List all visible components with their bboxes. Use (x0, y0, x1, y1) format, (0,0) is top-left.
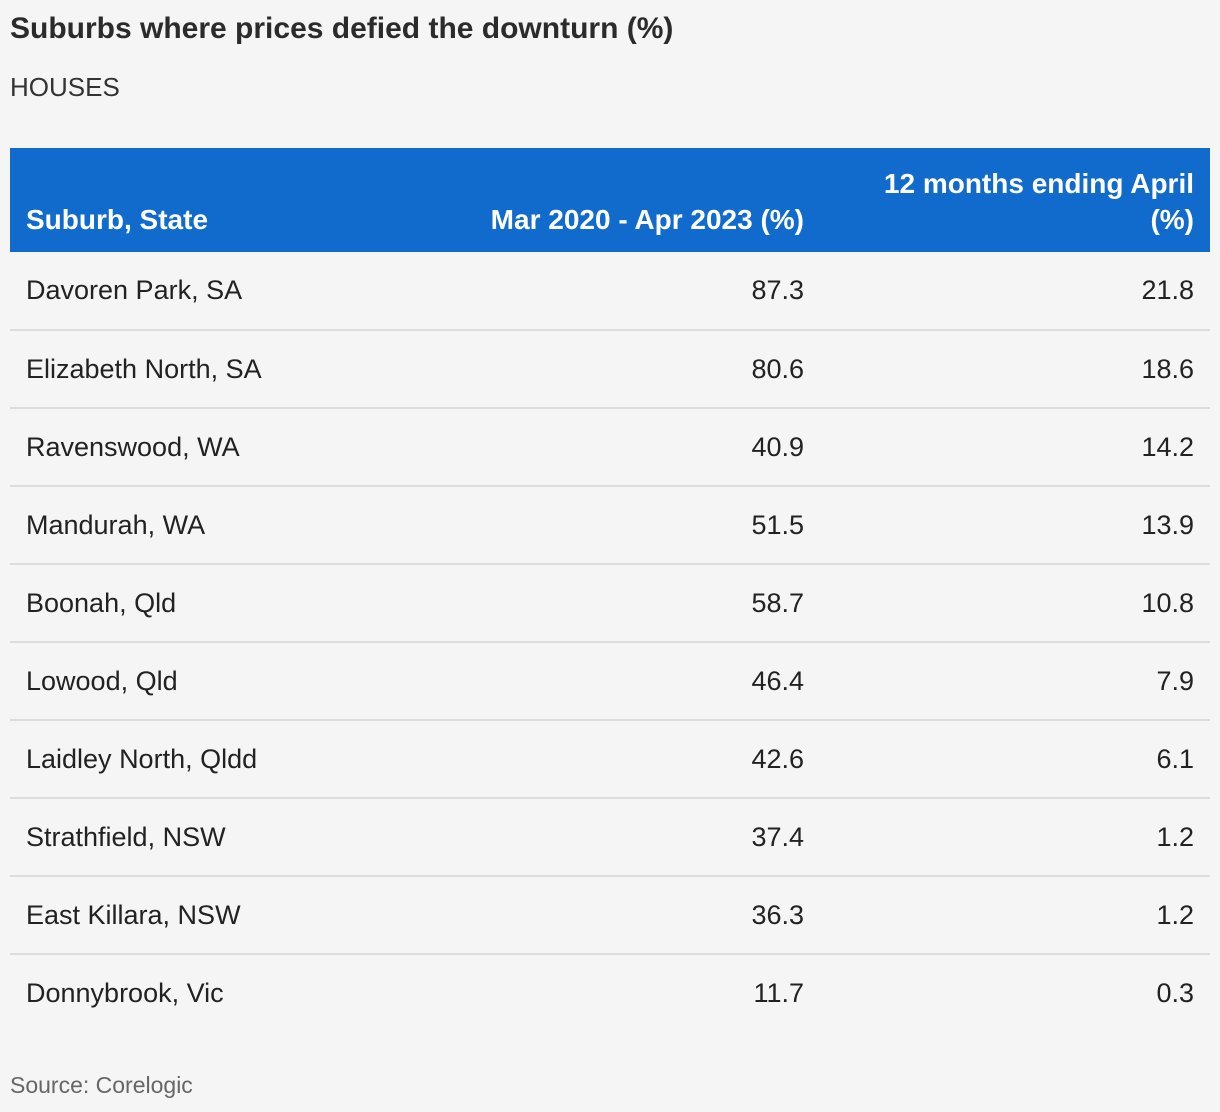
cell-suburb: Ravenswood, WA (10, 408, 450, 487)
cell-since-2020: 42.6 (450, 720, 820, 799)
table-row: Lowood, Qld 46.4 7.9 (10, 642, 1210, 721)
cell-12-months: 14.2 (820, 408, 1210, 487)
cell-suburb: Boonah, Qld (10, 564, 450, 643)
cell-suburb: Mandurah, WA (10, 486, 450, 565)
column-header-since-2020: Mar 2020 - Apr 2023 (%) (450, 148, 820, 252)
cell-since-2020: 36.3 (450, 876, 820, 955)
table-row: Donnybrook, Vic 11.7 0.3 (10, 954, 1210, 1032)
table-row: Boonah, Qld 58.7 10.8 (10, 564, 1210, 643)
table-row: Laidley North, Qldd 42.6 6.1 (10, 720, 1210, 799)
column-header-suburb: Suburb, State (10, 148, 450, 252)
cell-since-2020: 40.9 (450, 408, 820, 487)
column-header-12-months: 12 months ending April (%) (820, 148, 1210, 252)
table-row: Strathfield, NSW 37.4 1.2 (10, 798, 1210, 877)
cell-suburb: Elizabeth North, SA (10, 330, 450, 409)
cell-12-months: 0.3 (1156, 978, 1194, 1008)
cell-12-months: 1.2 (820, 876, 1210, 955)
table-row: Mandurah, WA 51.5 13.9 (10, 486, 1210, 565)
cell-since-2020: 11.7 (753, 978, 804, 1008)
table-row: Elizabeth North, SA 80.6 18.6 (10, 330, 1210, 409)
cell-12-months: 6.1 (820, 720, 1210, 799)
cell-since-2020: 58.7 (450, 564, 820, 643)
cell-12-months: 13.9 (820, 486, 1210, 565)
table-row: Davoren Park, SA 87.3 21.8 (10, 252, 1210, 331)
cell-12-months: 1.2 (820, 798, 1210, 877)
cell-suburb: Laidley North, Qldd (10, 720, 450, 799)
chart-subtitle: HOUSES (10, 72, 120, 102)
cell-since-2020: 37.4 (450, 798, 820, 877)
cell-since-2020: 80.6 (450, 330, 820, 409)
cell-suburb: Strathfield, NSW (10, 798, 450, 877)
cell-since-2020: 87.3 (450, 252, 820, 331)
source-note: Source: Corelogic (10, 1072, 193, 1098)
cell-since-2020: 51.5 (450, 486, 820, 565)
cell-suburb: East Killara, NSW (10, 876, 450, 955)
cell-12-months: 7.9 (820, 642, 1210, 721)
table-row: Ravenswood, WA 40.9 14.2 (10, 408, 1210, 487)
table-header: Suburb, State Mar 2020 - Apr 2023 (%) 12… (10, 148, 1210, 252)
cell-12-months: 18.6 (820, 330, 1210, 409)
cell-suburb: Lowood, Qld (10, 642, 450, 721)
table-body: Davoren Park, SA 87.3 21.8 Elizabeth North,… (10, 252, 1210, 1032)
cell-12-months: 21.8 (820, 252, 1210, 331)
cell-12-months: 10.8 (820, 564, 1210, 643)
data-table: Suburb, State Mar 2020 - Apr 2023 (%) 12… (10, 148, 1210, 1032)
table-row: East Killara, NSW 36.3 1.2 (10, 876, 1210, 955)
header-row: Suburb, State Mar 2020 - Apr 2023 (%) 12… (10, 148, 1210, 252)
chart-title: Suburbs where prices defied the downturn… (10, 12, 674, 45)
cell-suburb: Davoren Park, SA (10, 252, 450, 331)
cell-suburb: Donnybrook, Vic (26, 978, 224, 1008)
cell-since-2020: 46.4 (450, 642, 820, 721)
